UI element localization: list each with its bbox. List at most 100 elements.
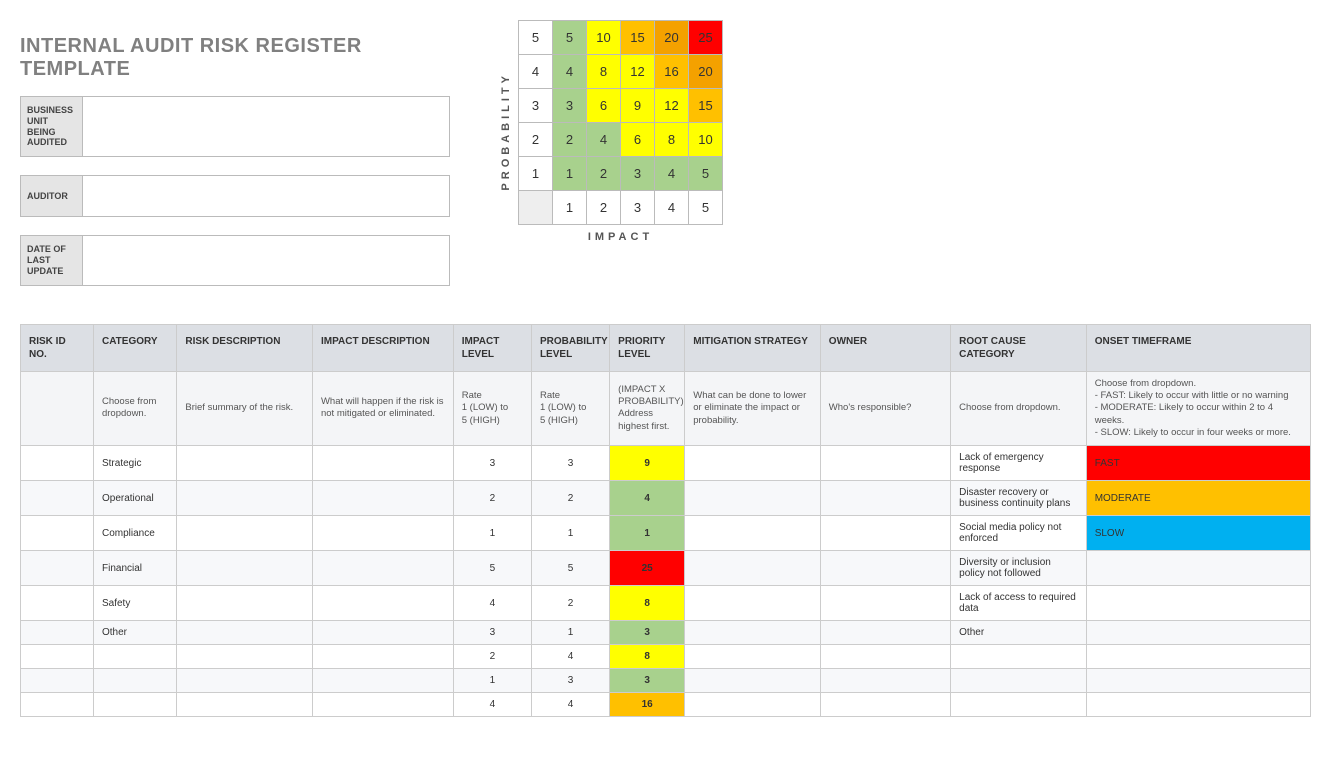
- risk-id-cell[interactable]: [21, 645, 94, 669]
- mitigation-cell[interactable]: [685, 481, 821, 516]
- probability-level-cell[interactable]: 2: [531, 481, 609, 516]
- category-cell[interactable]: Other: [93, 621, 176, 645]
- onset-cell[interactable]: FAST: [1086, 446, 1310, 481]
- impact-desc-cell[interactable]: [312, 551, 453, 586]
- risk-desc-cell[interactable]: [177, 516, 313, 551]
- root-cause-cell[interactable]: Social media policy not enforced: [951, 516, 1087, 551]
- mitigation-cell[interactable]: [685, 621, 821, 645]
- category-cell[interactable]: Financial: [93, 551, 176, 586]
- owner-cell[interactable]: [820, 669, 950, 693]
- root-cause-cell[interactable]: Diversity or inclusion policy not follow…: [951, 551, 1087, 586]
- probability-level-cell[interactable]: 3: [531, 446, 609, 481]
- impact-level-cell[interactable]: 2: [453, 645, 531, 669]
- impact-level-cell[interactable]: 4: [453, 586, 531, 621]
- mitigation-cell[interactable]: [685, 586, 821, 621]
- owner-cell[interactable]: [820, 586, 950, 621]
- impact-level-cell[interactable]: 5: [453, 551, 531, 586]
- impact-desc-cell[interactable]: [312, 669, 453, 693]
- priority-level-cell[interactable]: 1: [610, 516, 685, 551]
- priority-level-cell[interactable]: 8: [610, 645, 685, 669]
- owner-cell[interactable]: [820, 551, 950, 586]
- owner-cell[interactable]: [820, 516, 950, 551]
- onset-cell[interactable]: [1086, 693, 1310, 717]
- priority-level-cell[interactable]: 16: [610, 693, 685, 717]
- probability-level-cell[interactable]: 1: [531, 516, 609, 551]
- owner-cell[interactable]: [820, 645, 950, 669]
- owner-cell[interactable]: [820, 446, 950, 481]
- onset-cell[interactable]: MODERATE: [1086, 481, 1310, 516]
- impact-level-cell[interactable]: 3: [453, 621, 531, 645]
- priority-level-cell[interactable]: 8: [610, 586, 685, 621]
- owner-cell[interactable]: [820, 481, 950, 516]
- risk-id-cell[interactable]: [21, 693, 94, 717]
- probability-level-cell[interactable]: 3: [531, 669, 609, 693]
- impact-desc-cell[interactable]: [312, 645, 453, 669]
- mitigation-cell[interactable]: [685, 645, 821, 669]
- impact-level-cell[interactable]: 4: [453, 693, 531, 717]
- risk-id-cell[interactable]: [21, 516, 94, 551]
- impact-level-cell[interactable]: 2: [453, 481, 531, 516]
- priority-level-cell[interactable]: 25: [610, 551, 685, 586]
- root-cause-cell[interactable]: [951, 693, 1087, 717]
- category-cell[interactable]: Operational: [93, 481, 176, 516]
- mitigation-cell[interactable]: [685, 446, 821, 481]
- probability-level-cell[interactable]: 2: [531, 586, 609, 621]
- priority-level-cell[interactable]: 3: [610, 621, 685, 645]
- impact-desc-cell[interactable]: [312, 481, 453, 516]
- risk-id-cell[interactable]: [21, 551, 94, 586]
- priority-level-cell[interactable]: 3: [610, 669, 685, 693]
- root-cause-cell[interactable]: Other: [951, 621, 1087, 645]
- mitigation-cell[interactable]: [685, 693, 821, 717]
- impact-desc-cell[interactable]: [312, 586, 453, 621]
- category-cell[interactable]: Compliance: [93, 516, 176, 551]
- meta-value[interactable]: [83, 236, 449, 284]
- impact-level-cell[interactable]: 1: [453, 669, 531, 693]
- category-cell[interactable]: [93, 693, 176, 717]
- risk-desc-cell[interactable]: [177, 446, 313, 481]
- risk-desc-cell[interactable]: [177, 693, 313, 717]
- risk-desc-cell[interactable]: [177, 645, 313, 669]
- onset-cell[interactable]: [1086, 669, 1310, 693]
- onset-cell[interactable]: [1086, 621, 1310, 645]
- root-cause-cell[interactable]: Lack of access to required data: [951, 586, 1087, 621]
- risk-desc-cell[interactable]: [177, 481, 313, 516]
- category-cell[interactable]: Safety: [93, 586, 176, 621]
- impact-desc-cell[interactable]: [312, 621, 453, 645]
- root-cause-cell[interactable]: Lack of emergency response: [951, 446, 1087, 481]
- risk-id-cell[interactable]: [21, 586, 94, 621]
- impact-desc-cell[interactable]: [312, 516, 453, 551]
- risk-id-cell[interactable]: [21, 621, 94, 645]
- root-cause-cell[interactable]: Disaster recovery or business continuity…: [951, 481, 1087, 516]
- mitigation-cell[interactable]: [685, 669, 821, 693]
- meta-value[interactable]: [83, 176, 449, 216]
- owner-cell[interactable]: [820, 693, 950, 717]
- owner-cell[interactable]: [820, 621, 950, 645]
- risk-id-cell[interactable]: [21, 669, 94, 693]
- meta-value[interactable]: [83, 97, 449, 156]
- impact-level-cell[interactable]: 1: [453, 516, 531, 551]
- risk-desc-cell[interactable]: [177, 551, 313, 586]
- probability-level-cell[interactable]: 1: [531, 621, 609, 645]
- impact-desc-cell[interactable]: [312, 693, 453, 717]
- onset-cell[interactable]: SLOW: [1086, 516, 1310, 551]
- category-cell[interactable]: [93, 669, 176, 693]
- probability-level-cell[interactable]: 4: [531, 645, 609, 669]
- category-cell[interactable]: Strategic: [93, 446, 176, 481]
- probability-level-cell[interactable]: 5: [531, 551, 609, 586]
- risk-desc-cell[interactable]: [177, 669, 313, 693]
- mitigation-cell[interactable]: [685, 516, 821, 551]
- risk-id-cell[interactable]: [21, 446, 94, 481]
- priority-level-cell[interactable]: 9: [610, 446, 685, 481]
- onset-cell[interactable]: [1086, 586, 1310, 621]
- probability-level-cell[interactable]: 4: [531, 693, 609, 717]
- risk-desc-cell[interactable]: [177, 621, 313, 645]
- impact-level-cell[interactable]: 3: [453, 446, 531, 481]
- risk-id-cell[interactable]: [21, 481, 94, 516]
- risk-desc-cell[interactable]: [177, 586, 313, 621]
- priority-level-cell[interactable]: 4: [610, 481, 685, 516]
- root-cause-cell[interactable]: [951, 645, 1087, 669]
- root-cause-cell[interactable]: [951, 669, 1087, 693]
- category-cell[interactable]: [93, 645, 176, 669]
- onset-cell[interactable]: [1086, 645, 1310, 669]
- mitigation-cell[interactable]: [685, 551, 821, 586]
